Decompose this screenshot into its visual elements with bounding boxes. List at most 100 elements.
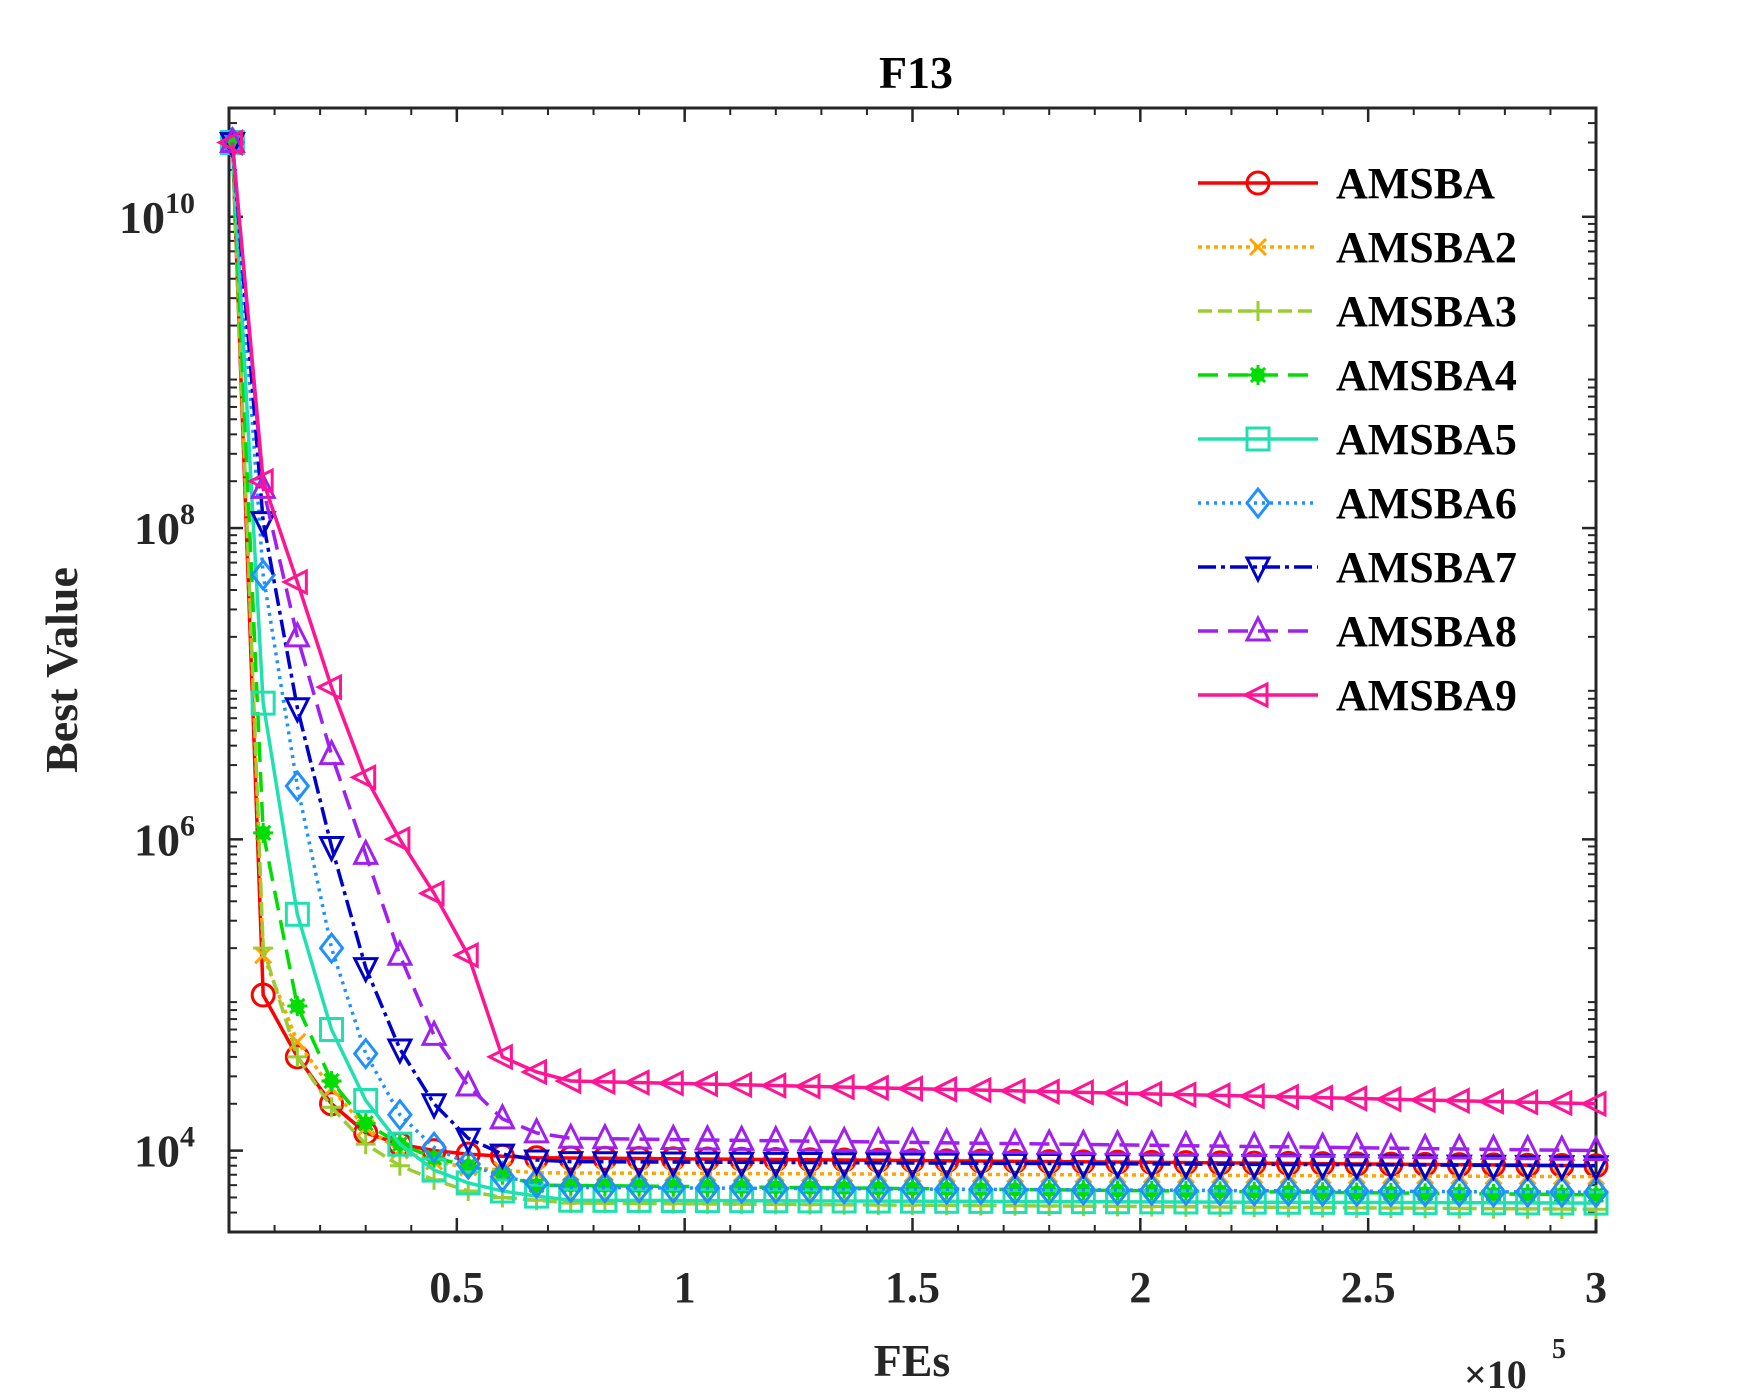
data-point <box>1514 1175 1541 1209</box>
data-point <box>249 511 277 538</box>
series-amsba8 <box>218 126 1610 1162</box>
data-point <box>1275 1174 1302 1208</box>
data-point <box>968 1148 994 1174</box>
legend-marker <box>1248 237 1268 257</box>
data-point <box>1582 1155 1610 1183</box>
data-point <box>998 1077 1026 1105</box>
marker-stroke <box>255 824 272 842</box>
marker-stroke <box>289 997 306 1015</box>
data-point <box>1480 1154 1507 1182</box>
x-tick-label: 2.5 <box>1341 1263 1396 1312</box>
chart-title: F13 <box>879 47 953 98</box>
data-point <box>1069 1128 1097 1155</box>
data-point <box>287 995 308 1016</box>
y-tick-base: 10 <box>134 814 180 865</box>
legend-marker <box>1244 556 1272 584</box>
data-point <box>1378 1174 1404 1208</box>
data-point <box>967 1172 994 1206</box>
data-point <box>216 129 243 156</box>
data-point <box>868 1178 889 1199</box>
data-point <box>454 1069 482 1097</box>
data-point <box>1548 1175 1575 1209</box>
data-point <box>455 1147 482 1181</box>
data-point <box>660 1171 687 1205</box>
data-point <box>315 673 343 701</box>
marker-stroke <box>1248 237 1268 257</box>
data-point <box>489 1160 516 1194</box>
data-point <box>486 1043 513 1071</box>
x-tick-label: 1 <box>674 1263 696 1312</box>
data-point <box>1067 1078 1094 1106</box>
marker-stroke <box>357 1115 374 1132</box>
data-point <box>934 1148 960 1174</box>
data-point <box>253 822 274 843</box>
data-point <box>523 1116 551 1144</box>
series-amsba5 <box>219 130 1609 1216</box>
data-point <box>1545 1089 1573 1117</box>
y-tick-label: 104 <box>134 1121 195 1177</box>
data-point <box>1445 1154 1473 1182</box>
data-point <box>1169 1081 1197 1109</box>
data-point <box>318 738 345 766</box>
data-point <box>1480 1133 1507 1160</box>
data-point <box>1274 1130 1302 1158</box>
legend-item-amsba6: AMSBA6 <box>1198 479 1517 528</box>
y-tick-exponent: 6 <box>180 809 195 842</box>
data-point <box>1477 1088 1504 1115</box>
data-point <box>1340 1085 1368 1112</box>
legend-marker <box>1244 614 1272 642</box>
data-point <box>1104 1173 1131 1207</box>
legend-item-amsba5: AMSBA5 <box>1198 415 1517 464</box>
y-tick-exponent: 4 <box>180 1121 195 1154</box>
data-point <box>1378 1190 1404 1216</box>
data-point <box>554 1067 582 1095</box>
data-point <box>386 1038 414 1066</box>
data-point <box>762 1124 790 1152</box>
x-exponent-base: ×10 <box>1464 1352 1527 1397</box>
data-point <box>1515 1190 1541 1216</box>
marker-stroke <box>870 1180 887 1197</box>
data-point <box>1549 1190 1575 1216</box>
legend-item-amsba3: AMSBA3 <box>1198 287 1517 336</box>
data-point <box>489 1178 515 1204</box>
marker-stroke <box>288 1032 307 1051</box>
data-point <box>321 1097 342 1118</box>
data-point <box>451 941 479 969</box>
data-point <box>930 1075 958 1103</box>
data-point <box>1582 1134 1610 1162</box>
data-point <box>591 1151 619 1179</box>
data-point <box>1309 1174 1336 1208</box>
data-point <box>864 1125 892 1153</box>
data-point <box>591 1122 619 1150</box>
data-point <box>386 938 414 966</box>
data-point <box>1002 1188 1028 1214</box>
data-point <box>967 1152 995 1180</box>
data-point <box>1036 1189 1062 1215</box>
x-axis-ticks: 0.5 1 1.5 2 2.5 3 <box>273 108 1607 1312</box>
data-point <box>420 1019 448 1046</box>
x-tick-label: 1.5 <box>885 1263 940 1312</box>
data-point <box>902 1178 923 1199</box>
data-point <box>557 1121 585 1149</box>
series-line <box>230 142 1597 1168</box>
data-point <box>626 1171 653 1205</box>
data-point <box>1445 1132 1473 1160</box>
legend-label: AMSBA3 <box>1336 287 1517 336</box>
legend-item-amsba2: AMSBA2 <box>1198 223 1517 272</box>
data-point <box>321 1071 342 1092</box>
y-tick-label: 108 <box>134 498 195 554</box>
data-point <box>523 1166 550 1200</box>
data-point <box>352 838 380 865</box>
legend-label: AMSBA2 <box>1336 223 1517 272</box>
data-point <box>1309 1130 1337 1158</box>
data-point <box>592 1187 618 1213</box>
data-point <box>861 1074 889 1102</box>
plot-area <box>227 106 1598 1234</box>
data-point <box>933 1152 961 1180</box>
data-point <box>558 1187 584 1213</box>
data-point <box>1412 1175 1439 1208</box>
series-line <box>230 142 1597 1212</box>
data-point <box>1377 1131 1405 1159</box>
data-point <box>524 1183 550 1209</box>
data-point <box>865 1147 891 1173</box>
